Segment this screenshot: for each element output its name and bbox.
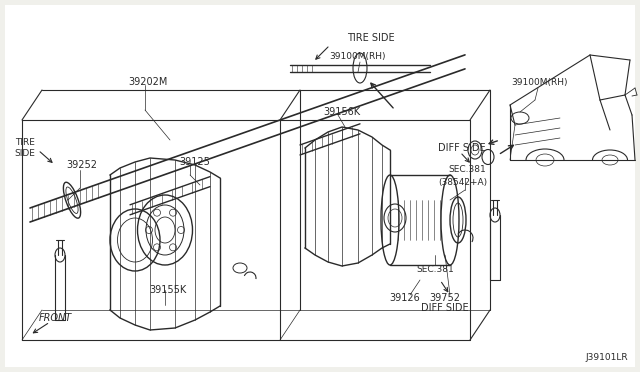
Text: DIFF SIDE: DIFF SIDE xyxy=(421,303,469,313)
Text: DIFF SIDE: DIFF SIDE xyxy=(438,143,486,153)
Text: 39752: 39752 xyxy=(429,293,461,303)
Text: FRONT: FRONT xyxy=(38,313,72,323)
Text: TIRE SIDE: TIRE SIDE xyxy=(347,33,395,43)
Text: 39252: 39252 xyxy=(67,160,97,170)
Text: 39100M(RH): 39100M(RH) xyxy=(330,52,387,61)
Text: 39126: 39126 xyxy=(390,293,420,303)
Text: (38542+A): (38542+A) xyxy=(438,177,488,186)
Text: 39202M: 39202M xyxy=(128,77,168,87)
Text: TIRE
SIDE: TIRE SIDE xyxy=(15,138,35,158)
Text: 39125: 39125 xyxy=(180,157,211,167)
Text: J39101LR: J39101LR xyxy=(586,353,628,362)
Text: 39155K: 39155K xyxy=(149,285,187,295)
Text: 39100M(RH): 39100M(RH) xyxy=(512,78,568,87)
Text: SEC.381: SEC.381 xyxy=(448,166,486,174)
Text: 39156K: 39156K xyxy=(323,107,360,117)
Text: SEC.381: SEC.381 xyxy=(416,266,454,275)
